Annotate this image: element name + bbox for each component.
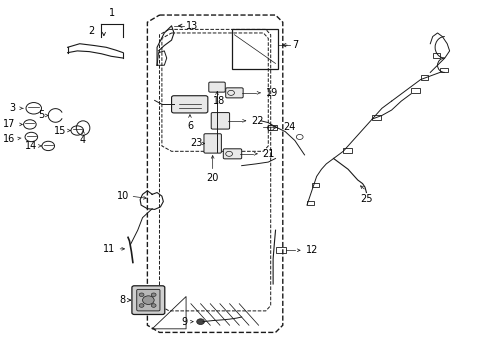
FancyBboxPatch shape xyxy=(203,134,221,153)
Circle shape xyxy=(196,319,204,324)
Text: 10: 10 xyxy=(117,191,129,201)
Circle shape xyxy=(151,304,156,307)
Text: 3: 3 xyxy=(9,103,15,113)
Text: 11: 11 xyxy=(102,244,115,254)
Text: 19: 19 xyxy=(265,88,278,98)
FancyBboxPatch shape xyxy=(225,88,243,98)
Bar xyxy=(311,183,318,187)
Text: 17: 17 xyxy=(3,120,15,129)
Text: 9: 9 xyxy=(181,317,187,327)
Text: 20: 20 xyxy=(206,173,219,183)
Text: 7: 7 xyxy=(292,40,298,50)
Circle shape xyxy=(151,293,156,297)
Text: 4: 4 xyxy=(80,135,86,145)
Circle shape xyxy=(139,304,143,307)
FancyBboxPatch shape xyxy=(171,96,207,113)
FancyBboxPatch shape xyxy=(137,289,160,311)
Bar xyxy=(432,53,440,58)
Bar xyxy=(410,88,419,93)
Text: 8: 8 xyxy=(119,295,125,305)
Text: 6: 6 xyxy=(186,121,193,131)
Bar xyxy=(420,75,427,80)
Text: 22: 22 xyxy=(251,116,264,126)
Text: 14: 14 xyxy=(25,141,38,151)
Text: 23: 23 xyxy=(190,139,203,148)
FancyBboxPatch shape xyxy=(208,82,225,92)
Bar xyxy=(275,247,285,253)
Text: 12: 12 xyxy=(305,245,317,255)
Text: 24: 24 xyxy=(282,122,295,132)
Bar xyxy=(439,68,447,72)
Text: 21: 21 xyxy=(262,149,274,159)
FancyBboxPatch shape xyxy=(132,286,164,315)
Text: 5: 5 xyxy=(38,111,44,121)
Bar xyxy=(343,148,351,153)
Bar xyxy=(268,125,276,130)
Text: 25: 25 xyxy=(360,194,372,204)
Text: 1: 1 xyxy=(109,8,115,18)
Text: 13: 13 xyxy=(186,21,198,31)
Text: 16: 16 xyxy=(3,134,15,144)
Circle shape xyxy=(142,296,154,305)
FancyBboxPatch shape xyxy=(211,113,229,129)
Text: 18: 18 xyxy=(212,96,224,107)
Bar xyxy=(371,115,380,120)
Text: 15: 15 xyxy=(54,126,66,135)
Circle shape xyxy=(139,293,143,297)
FancyBboxPatch shape xyxy=(223,149,241,159)
Bar xyxy=(231,30,277,69)
Bar xyxy=(306,201,314,205)
Text: 2: 2 xyxy=(88,26,94,36)
